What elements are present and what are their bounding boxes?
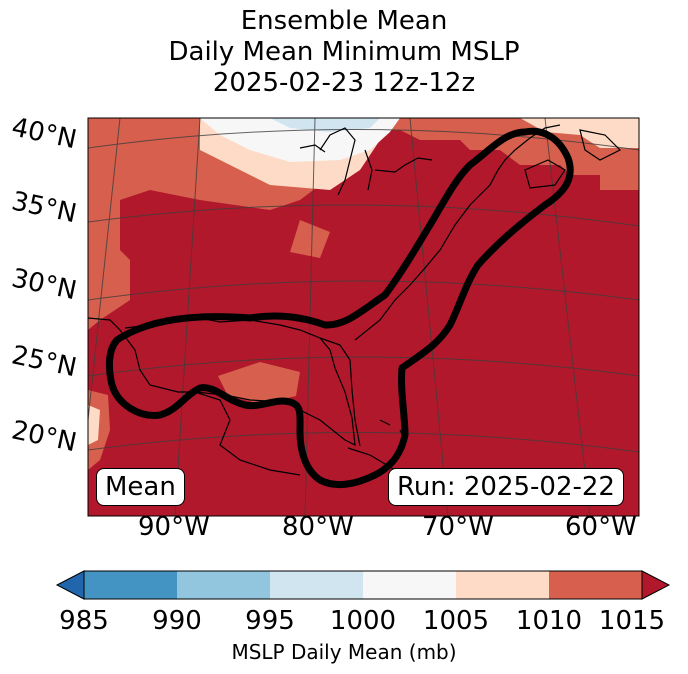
lon-label-60: 60°W <box>565 512 637 542</box>
title-line-2: Daily Mean Minimum MSLP <box>168 37 520 67</box>
colorbar-tick-985: 985 <box>59 606 109 636</box>
lon-label-90: 90°W <box>138 512 210 542</box>
colorbar-label: MSLP Daily Mean (mb) <box>231 640 457 664</box>
pressure-field-1010-inland <box>290 220 330 258</box>
colorbar-tick-1010: 1010 <box>515 606 583 636</box>
colorbar <box>55 570 671 600</box>
map-frame <box>87 117 640 517</box>
colorbar-bin-1010 <box>549 571 642 599</box>
map-area <box>88 118 639 516</box>
colorbar-bin-995 <box>270 571 363 599</box>
title-line-3: 2025-02-23 12z-12z <box>212 68 476 98</box>
pressure-field-1010 <box>88 118 639 330</box>
colorbar-tick-995: 995 <box>245 606 295 636</box>
colorbar-extend-low <box>55 570 85 600</box>
figure-title: Ensemble Mean Daily Mean Minimum MSLP 20… <box>0 6 688 99</box>
colorbar-bin-985 <box>84 571 177 599</box>
pressure-field-1005-ne <box>520 118 639 148</box>
colorbar-bin-990 <box>177 571 270 599</box>
probability-contour <box>105 127 574 489</box>
colorbar-tick-1000: 1000 <box>329 606 397 636</box>
colorbar-tick-1005: 1005 <box>422 606 490 636</box>
lon-label-70: 70°W <box>422 512 494 542</box>
colorbar-tick-1015: 1015 <box>598 606 666 636</box>
pressure-field-995 <box>270 118 380 132</box>
colorbar-bin-1005 <box>456 571 549 599</box>
mean-box: Mean <box>96 468 185 506</box>
colorbar-extend-high <box>641 570 671 600</box>
lon-label-80: 80°W <box>282 512 354 542</box>
colorbar-bin-1000 <box>363 571 456 599</box>
run-box: Run: 2025-02-22 <box>388 468 624 506</box>
title-line-1: Ensemble Mean <box>240 6 448 36</box>
pressure-field-1010-gulf <box>218 362 300 404</box>
pressure-field-1005-sw <box>88 405 100 445</box>
colorbar-frame <box>83 570 643 600</box>
colorbar-tick-990: 990 <box>152 606 202 636</box>
